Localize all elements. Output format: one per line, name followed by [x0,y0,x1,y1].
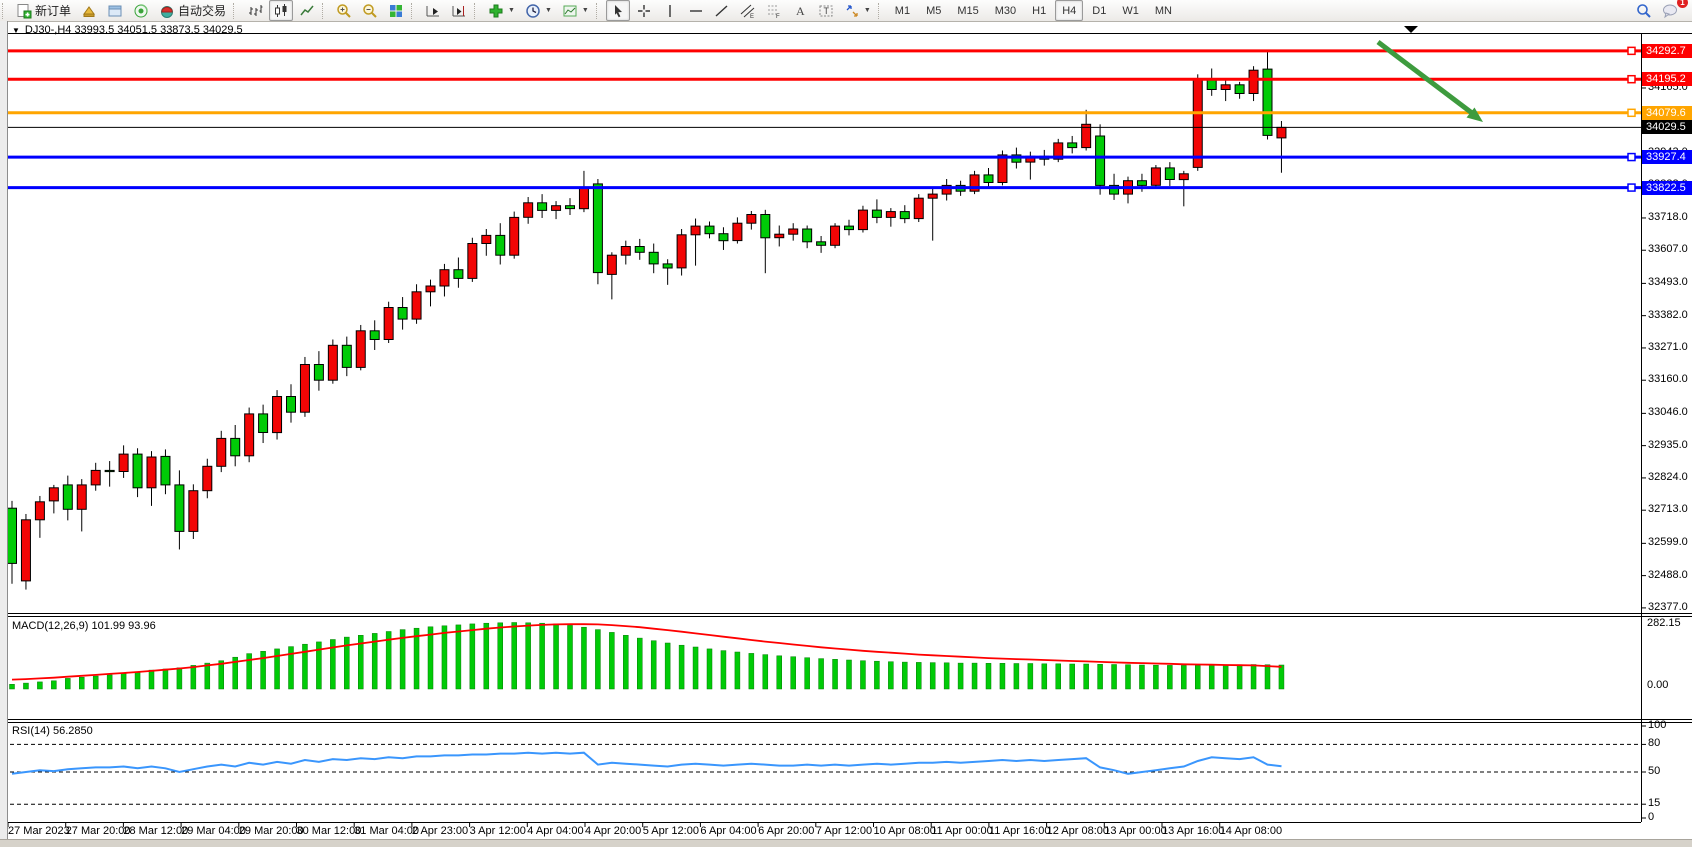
chart-left-frame [0,21,8,839]
chevron-down-icon: ▼ [508,7,515,14]
crosshair-button[interactable] [632,0,656,21]
svg-text:E: E [750,14,754,19]
clock-icon [525,3,541,19]
auto-trading-icon [159,3,175,19]
vertical-line-button[interactable] [658,0,682,21]
svg-text:F: F [776,14,780,19]
channel-icon: E [740,3,756,19]
notifications-button[interactable]: 1 [1658,0,1688,21]
arrows-button[interactable]: ▼ [840,0,875,21]
indicators-plus-icon [488,3,504,19]
new-order-label: 新订单 [35,4,72,18]
timeframe-H1[interactable]: H1 [1032,4,1047,17]
bar-chart-button[interactable] [243,0,267,21]
auto-scroll-icon [425,3,441,19]
cursor-button[interactable] [605,0,630,21]
zoom-out-button[interactable] [358,0,382,21]
horizontal-line-button[interactable] [684,0,708,21]
candlestick-chart-button[interactable] [269,0,294,21]
equidistant-channel-button[interactable]: E [736,0,760,21]
svg-text:A: A [796,4,805,18]
template-chart-icon [562,3,578,19]
toolbar-separator [595,2,603,19]
timeframe-MN[interactable]: MN [1154,4,1172,17]
auto-scroll-button[interactable] [421,0,445,21]
cursor-icon [610,3,626,19]
toolbar-separator [411,2,418,19]
bar-chart-icon [247,3,263,19]
notification-badge: 1 [1677,0,1688,8]
window-footer-strip [0,839,1692,847]
zoom-in-button[interactable] [332,0,356,21]
toolbar-separator [322,2,329,19]
line-chart-icon [299,3,315,19]
radar-icon [133,3,149,19]
chevron-down-icon: ▼ [863,7,871,14]
chart-shift-icon [451,3,467,19]
timeframe-W1[interactable]: W1 [1122,4,1139,17]
toolbar-separator [877,2,885,19]
news-radar-button[interactable] [129,0,153,21]
trendline-icon [714,3,730,19]
templates-button[interactable]: ▼ [558,0,593,21]
top-marker-icon [1404,26,1418,33]
main-toolbar: 新订单 自动交易 [0,0,1692,22]
fibonacci-icon: F [766,3,782,19]
crosshair-icon [636,3,652,19]
timeframe-H4[interactable]: H4 [1055,0,1084,21]
fibonacci-button[interactable]: F [762,0,786,21]
market-watch-icon [81,3,97,19]
horizontal-line-icon [688,3,704,19]
auto-trading-label: 自动交易 [178,4,227,18]
text-label-button[interactable]: T [814,0,838,21]
chat-bubble-icon [1662,3,1680,19]
new-order-icon [16,3,32,19]
timeframe-M30[interactable]: M30 [994,4,1017,17]
toolbar-separator [2,2,9,19]
tile-windows-button[interactable] [384,0,408,21]
tile-windows-icon [388,3,404,19]
timeframe-M1[interactable]: M1 [894,4,911,17]
timeframe-M5[interactable]: M5 [926,4,942,17]
zoom-in-icon [336,3,352,19]
search-icon [1636,3,1652,19]
line-chart-button[interactable] [295,0,319,21]
svg-text:T: T [823,6,829,16]
chart-window-icon [107,3,123,19]
new-order-button[interactable]: 新订单 [12,0,75,21]
periods-button[interactable]: ▼ [521,0,556,21]
text-icon: A [792,3,808,19]
auto-trading-button[interactable]: 自动交易 [155,0,230,21]
market-watch-button[interactable] [77,0,101,21]
toolbar-separator [474,2,481,19]
chart-window-button[interactable] [103,0,127,21]
chevron-down-icon: ▼ [581,7,589,14]
trend-arrow-annotation [1376,40,1483,122]
timeframe-M15[interactable]: M15 [957,4,979,17]
indicators-button[interactable]: ▼ [484,0,519,21]
trendline-button[interactable] [710,0,734,21]
toolbar-separator [233,2,240,19]
chevron-down-icon: ▼ [544,7,552,14]
zoom-out-icon [362,3,378,19]
timeframe-bar: M1 M5 M15 M30 H1 H4 D1 W1 MN [887,0,1180,21]
text-button[interactable]: A [788,0,812,21]
candlestick-chart-icon [273,3,289,19]
text-label-icon: T [818,3,834,19]
arrows-icon [844,3,860,19]
search-button[interactable] [1632,0,1656,21]
vertical-line-icon [662,3,678,19]
timeframe-D1[interactable]: D1 [1092,4,1107,17]
chart-shift-button[interactable] [447,0,471,21]
